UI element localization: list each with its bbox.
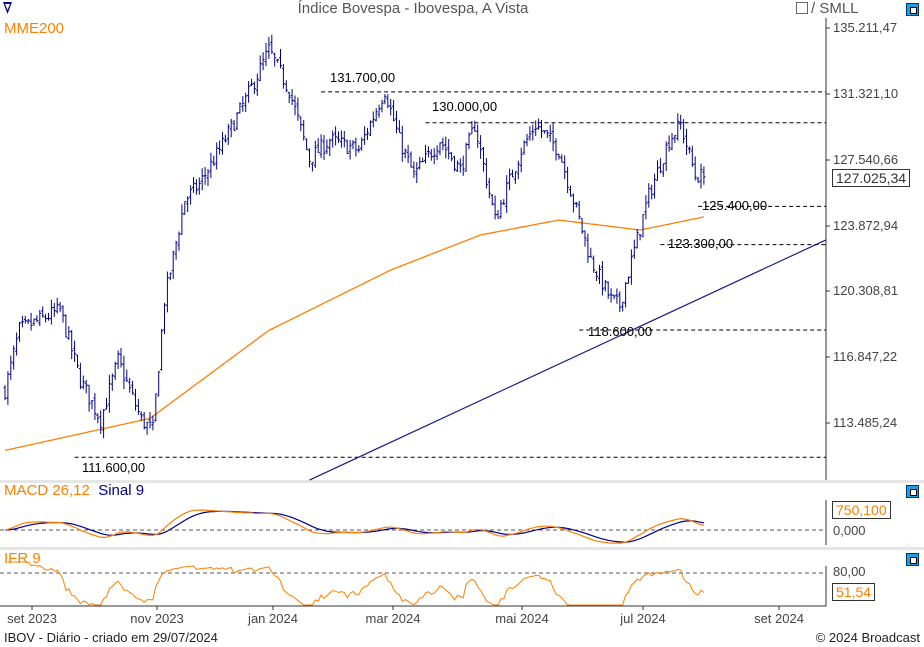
mme200-line bbox=[4, 216, 705, 452]
y-tick-label: 120.308,81 bbox=[833, 283, 899, 298]
x-tick-label: nov 2023 bbox=[130, 611, 184, 626]
x-tick-label: jul 2024 bbox=[620, 611, 666, 626]
trend-line bbox=[309, 239, 826, 481]
ifr-value-box: 51,54 bbox=[832, 583, 876, 601]
ifr-line bbox=[7, 561, 705, 606]
x-tick-label: mar 2024 bbox=[365, 611, 421, 626]
price-level-label: 130.000,00 bbox=[432, 99, 498, 114]
x-tick-label: jan 2024 bbox=[248, 611, 298, 626]
price-level-label: 123.300,00 bbox=[668, 236, 734, 251]
y-tick-label: 127.540,66 bbox=[833, 152, 899, 167]
y-tick-label: 116.847,22 bbox=[833, 349, 898, 364]
chart-title: Índice Bovespa - Ibovespa, A Vista bbox=[297, 0, 529, 17]
footer-info: IBOV - Diário - criado em 29/07/2024 bbox=[4, 630, 218, 645]
popout-macd-icon[interactable] bbox=[906, 485, 919, 498]
x-tick-label: mai 2024 bbox=[495, 611, 549, 626]
x-tick-label: set 2024 bbox=[754, 611, 804, 626]
legend-signal-label: Sinal 9 bbox=[98, 482, 145, 499]
y-tick-label: 113.485,24 bbox=[833, 415, 898, 430]
y-tick-label: 135.211,47 bbox=[833, 20, 898, 35]
macd-signal-line bbox=[4, 510, 705, 543]
macd-value-box: 750,100 bbox=[832, 501, 891, 519]
legend-mme200: MME200 bbox=[4, 20, 65, 37]
price-level-label: 118.600,00 bbox=[588, 324, 653, 339]
compare-label: / SMLL bbox=[811, 0, 859, 17]
price-level-label: 131.700,00 bbox=[330, 70, 396, 85]
popout-main-icon[interactable] bbox=[906, 3, 919, 16]
legend-macd: MACD 26,12 Sinal 9 bbox=[4, 482, 144, 499]
macd-zero-tick: 0,000 bbox=[833, 523, 866, 538]
y-tick-label: 123.872,94 bbox=[833, 218, 899, 233]
price-level-label: 125.400,00 bbox=[702, 198, 768, 213]
y-tick-label: 131.321,10 bbox=[833, 86, 899, 101]
checkbox-icon[interactable] bbox=[796, 2, 808, 14]
x-tick-label: set 2023 bbox=[7, 611, 57, 626]
panel-separator bbox=[0, 547, 924, 550]
broadcast-logo-icon bbox=[3, 2, 12, 14]
macd-line bbox=[4, 509, 705, 544]
compare-smll-toggle[interactable]: / SMLL bbox=[796, 0, 859, 17]
legend-ifr: IFR 9 bbox=[4, 550, 41, 567]
ifr-80-tick: 80,00 bbox=[833, 564, 866, 579]
legend-macd-label: MACD 26,12 bbox=[4, 482, 90, 499]
popout-ifr-icon[interactable] bbox=[906, 553, 919, 566]
footer-copyright: © 2024 Broadcast bbox=[815, 630, 920, 645]
panel-separator bbox=[0, 480, 924, 483]
last-price-box: 127.025,34 bbox=[832, 169, 911, 187]
price-level-label: 111.600,00 bbox=[82, 460, 146, 475]
